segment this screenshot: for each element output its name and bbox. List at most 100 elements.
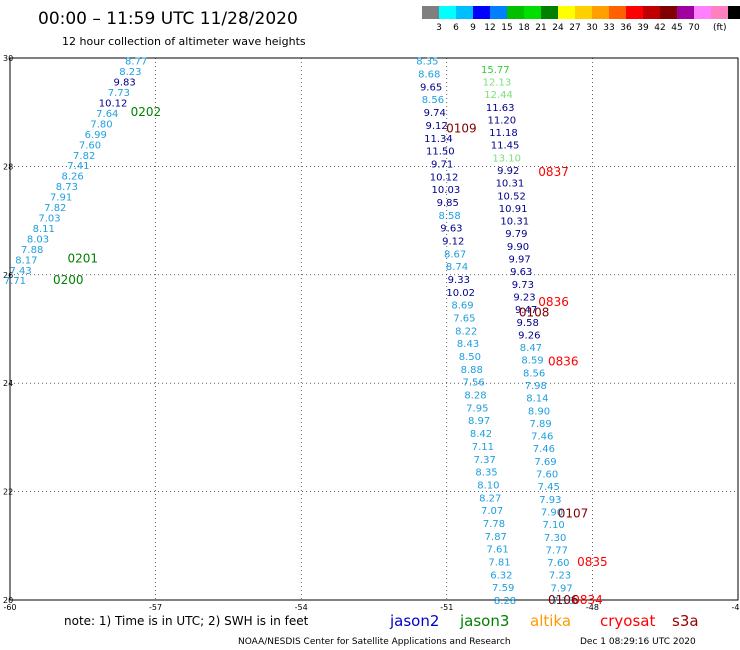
swh-value-label: 8.58: [438, 211, 460, 222]
x-tick-label: -57: [149, 603, 162, 612]
footer-timestamp: Dec 1 08:29:16 UTC 2020: [580, 637, 696, 647]
colorbar-label: 39: [637, 23, 649, 33]
swh-value-label: 8.97: [468, 416, 490, 427]
swh-value-label: 10.02: [446, 288, 475, 299]
colorbar-swatch: [694, 6, 711, 19]
swh-value-label: 9.47: [515, 305, 537, 316]
swh-value-label: 11.45: [491, 141, 520, 152]
y-tick-label: 24: [3, 379, 13, 388]
swh-value-label: 7.97: [551, 583, 573, 594]
swh-value-label: 8.90: [528, 406, 550, 417]
swh-value-label: 7.37: [474, 455, 496, 466]
x-tick-label: -48: [586, 603, 599, 612]
swh-value-label: 9.83: [113, 78, 135, 89]
pass-time-label: 0108: [519, 306, 550, 320]
swh-value-label: 7.80: [90, 119, 112, 130]
satellite-name-jason2: jason2: [389, 612, 439, 630]
y-tick-label: 26: [3, 271, 13, 280]
swh-value-label: 7.73: [108, 88, 130, 99]
chart-subtitle: 12 hour collection of altimeter wave hei…: [62, 35, 306, 48]
x-tick-label: -45: [731, 603, 740, 612]
colorbar-unit: (ft): [713, 23, 727, 33]
colorbar-swatch: [660, 6, 677, 19]
swh-value-label: 7.91: [50, 193, 72, 204]
satellite-name-cryosat: cryosat: [600, 612, 655, 630]
swh-value-label: 7.45: [538, 482, 560, 493]
colorbar-legend: 3 6 9 12 15 18 21 24 27 30 33 36 39 42 45 70 (ft): [422, 6, 740, 33]
swh-value-label: 6.99: [85, 130, 107, 141]
colorbar-label: 15: [501, 23, 512, 33]
satellite-name-jason3: jason3: [459, 612, 509, 630]
swh-value-label: 7.16: [552, 596, 574, 607]
pass-time-label: 0836: [538, 295, 569, 309]
plot-grid: [9, 57, 739, 601]
swh-value-label: 9.58: [517, 318, 539, 329]
swh-value-label: 7.71: [4, 276, 26, 287]
swh-value-label: 11.34: [424, 134, 453, 145]
swh-value-label: 9.92: [497, 166, 519, 177]
swh-value-label: 7.81: [488, 557, 510, 568]
y-tick-label: 22: [3, 488, 13, 497]
swh-value-label: 7.41: [67, 161, 89, 172]
swh-value-label: 8.14: [526, 394, 548, 405]
swh-value-label: 11.50: [426, 147, 455, 158]
swh-value-label: 9.63: [440, 224, 462, 235]
pass-time-label: 0200: [53, 273, 84, 287]
colorbar-label: 6: [453, 23, 459, 33]
swh-value-label: 9.85: [437, 198, 459, 209]
swh-value-label: 12.13: [483, 77, 512, 88]
colorbar-swatch: [541, 6, 558, 19]
colorbar-swatch: [575, 6, 592, 19]
colorbar-label: 36: [620, 23, 632, 33]
swh-value-label: 7.82: [44, 203, 66, 214]
swh-value-label: 11.20: [487, 115, 516, 126]
colorbar-swatch: [643, 6, 660, 19]
swh-value-label: 7.60: [536, 470, 558, 481]
swh-value-label: 7.60: [79, 140, 101, 151]
swh-value-label: 8.77: [125, 57, 147, 68]
pass-time-label: 0201: [68, 252, 99, 266]
colorbar-label: 70: [688, 23, 700, 33]
footer-credit: NOAA/NESDIS Center for Satellite Applica…: [238, 637, 511, 647]
swh-value-label: 10.12: [430, 172, 459, 183]
swh-value-label: 8.28: [464, 391, 486, 402]
swh-value-label: 7.07: [481, 506, 503, 517]
swh-value-label: 6.32: [490, 570, 512, 581]
swh-value-label: 7.64: [96, 109, 118, 120]
swh-value-label: 9.74: [424, 108, 446, 119]
pass-time-label: 0837: [538, 165, 569, 179]
swh-value-label: 8.43: [457, 339, 479, 350]
swh-value-label: 10.91: [499, 204, 528, 215]
swh-value-label: 7.60: [547, 558, 569, 569]
swh-value-label: 7.82: [73, 151, 95, 162]
pass-labels: 0202020102000109083708360108083601070835…: [53, 105, 608, 607]
swh-value-label: 7.43: [9, 266, 31, 277]
colorbar-label: 24: [552, 23, 564, 33]
swh-value-label: 10.52: [497, 191, 526, 202]
colorbar-swatch: [524, 6, 541, 19]
swh-value-label: 7.90: [541, 507, 563, 518]
swh-value-label: 8.35: [416, 57, 438, 68]
swh-value-label: 7.77: [546, 545, 568, 556]
swh-value-label: 7.89: [529, 419, 551, 430]
colorbar-swatch: [609, 6, 626, 19]
pass-time-label: 0834: [572, 593, 603, 607]
swh-value-label: 10.31: [500, 217, 529, 228]
colorbar-label: 12: [484, 23, 495, 33]
colorbar-swatch: [626, 6, 643, 19]
swh-value-label: 7.65: [453, 314, 475, 325]
colorbar-swatch: [507, 6, 524, 19]
y-tick-label: 20: [3, 596, 13, 605]
swh-value-label: 8.28: [494, 596, 516, 607]
colorbar-label: 27: [569, 23, 580, 33]
colorbar-swatch: [422, 6, 439, 19]
swh-value-label: 7.10: [542, 520, 564, 531]
plot-frame: [9, 57, 739, 601]
y-tick-label: 28: [3, 162, 13, 171]
swh-value-label: 7.30: [544, 533, 566, 544]
colorbar-swatch: [711, 6, 728, 19]
swh-value-label: 10.03: [432, 185, 461, 196]
swh-value-label: 7.87: [485, 532, 507, 543]
swh-value-label: 7.59: [492, 583, 514, 594]
swh-value-label: 7.98: [525, 381, 547, 392]
